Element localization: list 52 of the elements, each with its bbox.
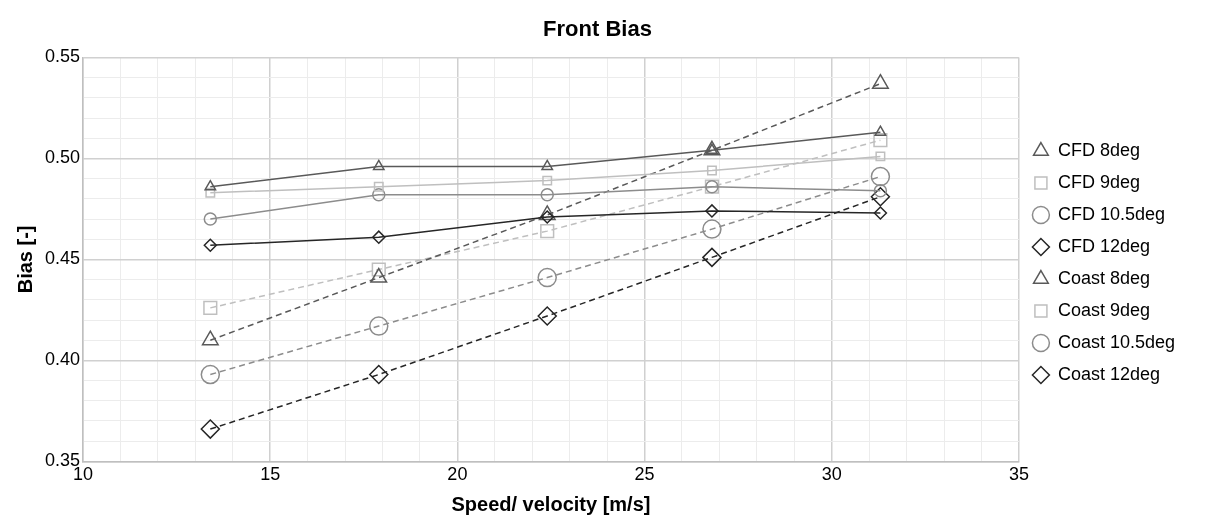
point <box>874 125 887 136</box>
x-tick-label: 25 <box>634 464 655 485</box>
x-tick-label: 30 <box>821 464 842 485</box>
point <box>200 364 221 385</box>
point <box>203 212 218 226</box>
legend-label: CFD 9deg <box>1057 171 1140 192</box>
chart-title: Front Bias <box>543 16 652 42</box>
point <box>870 187 891 207</box>
y-tick-label: 0.50 <box>44 147 81 168</box>
point <box>373 181 384 192</box>
point <box>541 159 554 171</box>
y-tick-label: 0.45 <box>44 248 81 269</box>
point <box>702 219 722 239</box>
point <box>542 175 553 186</box>
point <box>873 133 888 148</box>
point <box>538 205 556 221</box>
point <box>870 166 891 187</box>
x-tick-label: 20 <box>447 464 468 485</box>
point <box>204 179 217 191</box>
point <box>705 204 719 218</box>
legend-label: CFD 10.5deg <box>1057 203 1165 224</box>
point <box>369 364 389 385</box>
legend-label: Coast 12deg <box>1057 363 1160 384</box>
point <box>540 224 555 239</box>
legend-label: Coast 8deg <box>1057 267 1150 288</box>
y-tick-label: 0.40 <box>44 349 81 370</box>
point <box>200 419 221 439</box>
point <box>537 267 557 288</box>
legend-label: CFD 8deg <box>1057 139 1140 160</box>
legend-label: Coast 9deg <box>1057 299 1150 320</box>
point <box>203 300 218 315</box>
y-axis-title: Bias [-] <box>13 225 36 294</box>
y-tick-label: 0.55 <box>44 46 81 67</box>
x-axis-title: Speed/ velocity [m/s] <box>451 492 651 515</box>
point <box>203 238 218 253</box>
legend-label: Coast 10.5deg <box>1057 331 1176 352</box>
point <box>372 188 386 202</box>
point <box>369 316 389 336</box>
point <box>871 73 889 89</box>
point <box>873 206 888 220</box>
point <box>371 262 386 277</box>
point <box>702 247 722 268</box>
point <box>372 159 385 171</box>
x-tick-label: 15 <box>260 464 281 485</box>
legend-label: CFD 12deg <box>1057 235 1150 256</box>
point <box>372 230 386 244</box>
point <box>875 151 886 162</box>
point <box>205 187 216 198</box>
x-tick-label: 35 <box>1008 464 1029 485</box>
point <box>537 306 557 326</box>
point <box>706 165 717 176</box>
point <box>540 188 554 202</box>
